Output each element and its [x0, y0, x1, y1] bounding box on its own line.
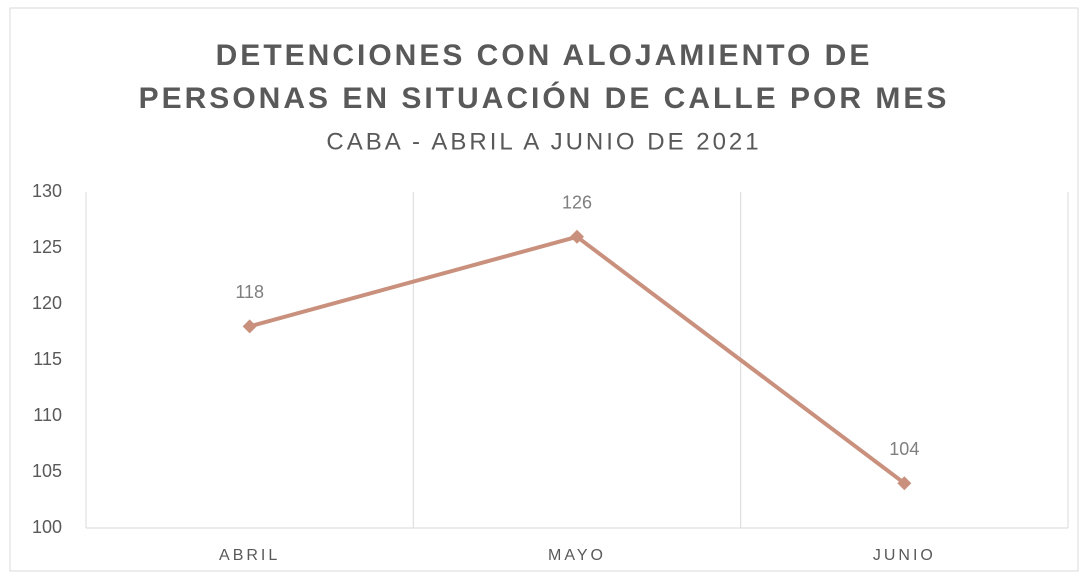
y-tick-label: 125 [32, 237, 62, 257]
y-tick-label: 105 [32, 461, 62, 481]
chart-subtitle: CABA - ABRIL A JUNIO DE 2021 [326, 128, 761, 155]
y-tick-label: 130 [32, 181, 62, 201]
y-tick-label: 120 [32, 293, 62, 313]
x-tick-label: JUNIO [873, 547, 936, 564]
data-label: 126 [562, 193, 592, 213]
data-point [242, 319, 257, 334]
chart-title: DETENCIONES CON ALOJAMIENTO DE [216, 39, 873, 72]
y-tick-label: 100 [32, 517, 62, 537]
data-label: 118 [235, 282, 264, 302]
chart-title: PERSONAS EN SITUACIÓN DE CALLE POR MES [139, 81, 950, 115]
data-point [897, 476, 912, 491]
chart-border [9, 7, 1079, 572]
y-tick-label: 110 [33, 405, 62, 425]
data-label: 104 [889, 439, 919, 459]
y-tick-label: 115 [33, 349, 62, 369]
x-tick-label: ABRIL [219, 547, 280, 564]
data-point [570, 229, 584, 244]
x-tick-label: MAYO [548, 547, 606, 564]
